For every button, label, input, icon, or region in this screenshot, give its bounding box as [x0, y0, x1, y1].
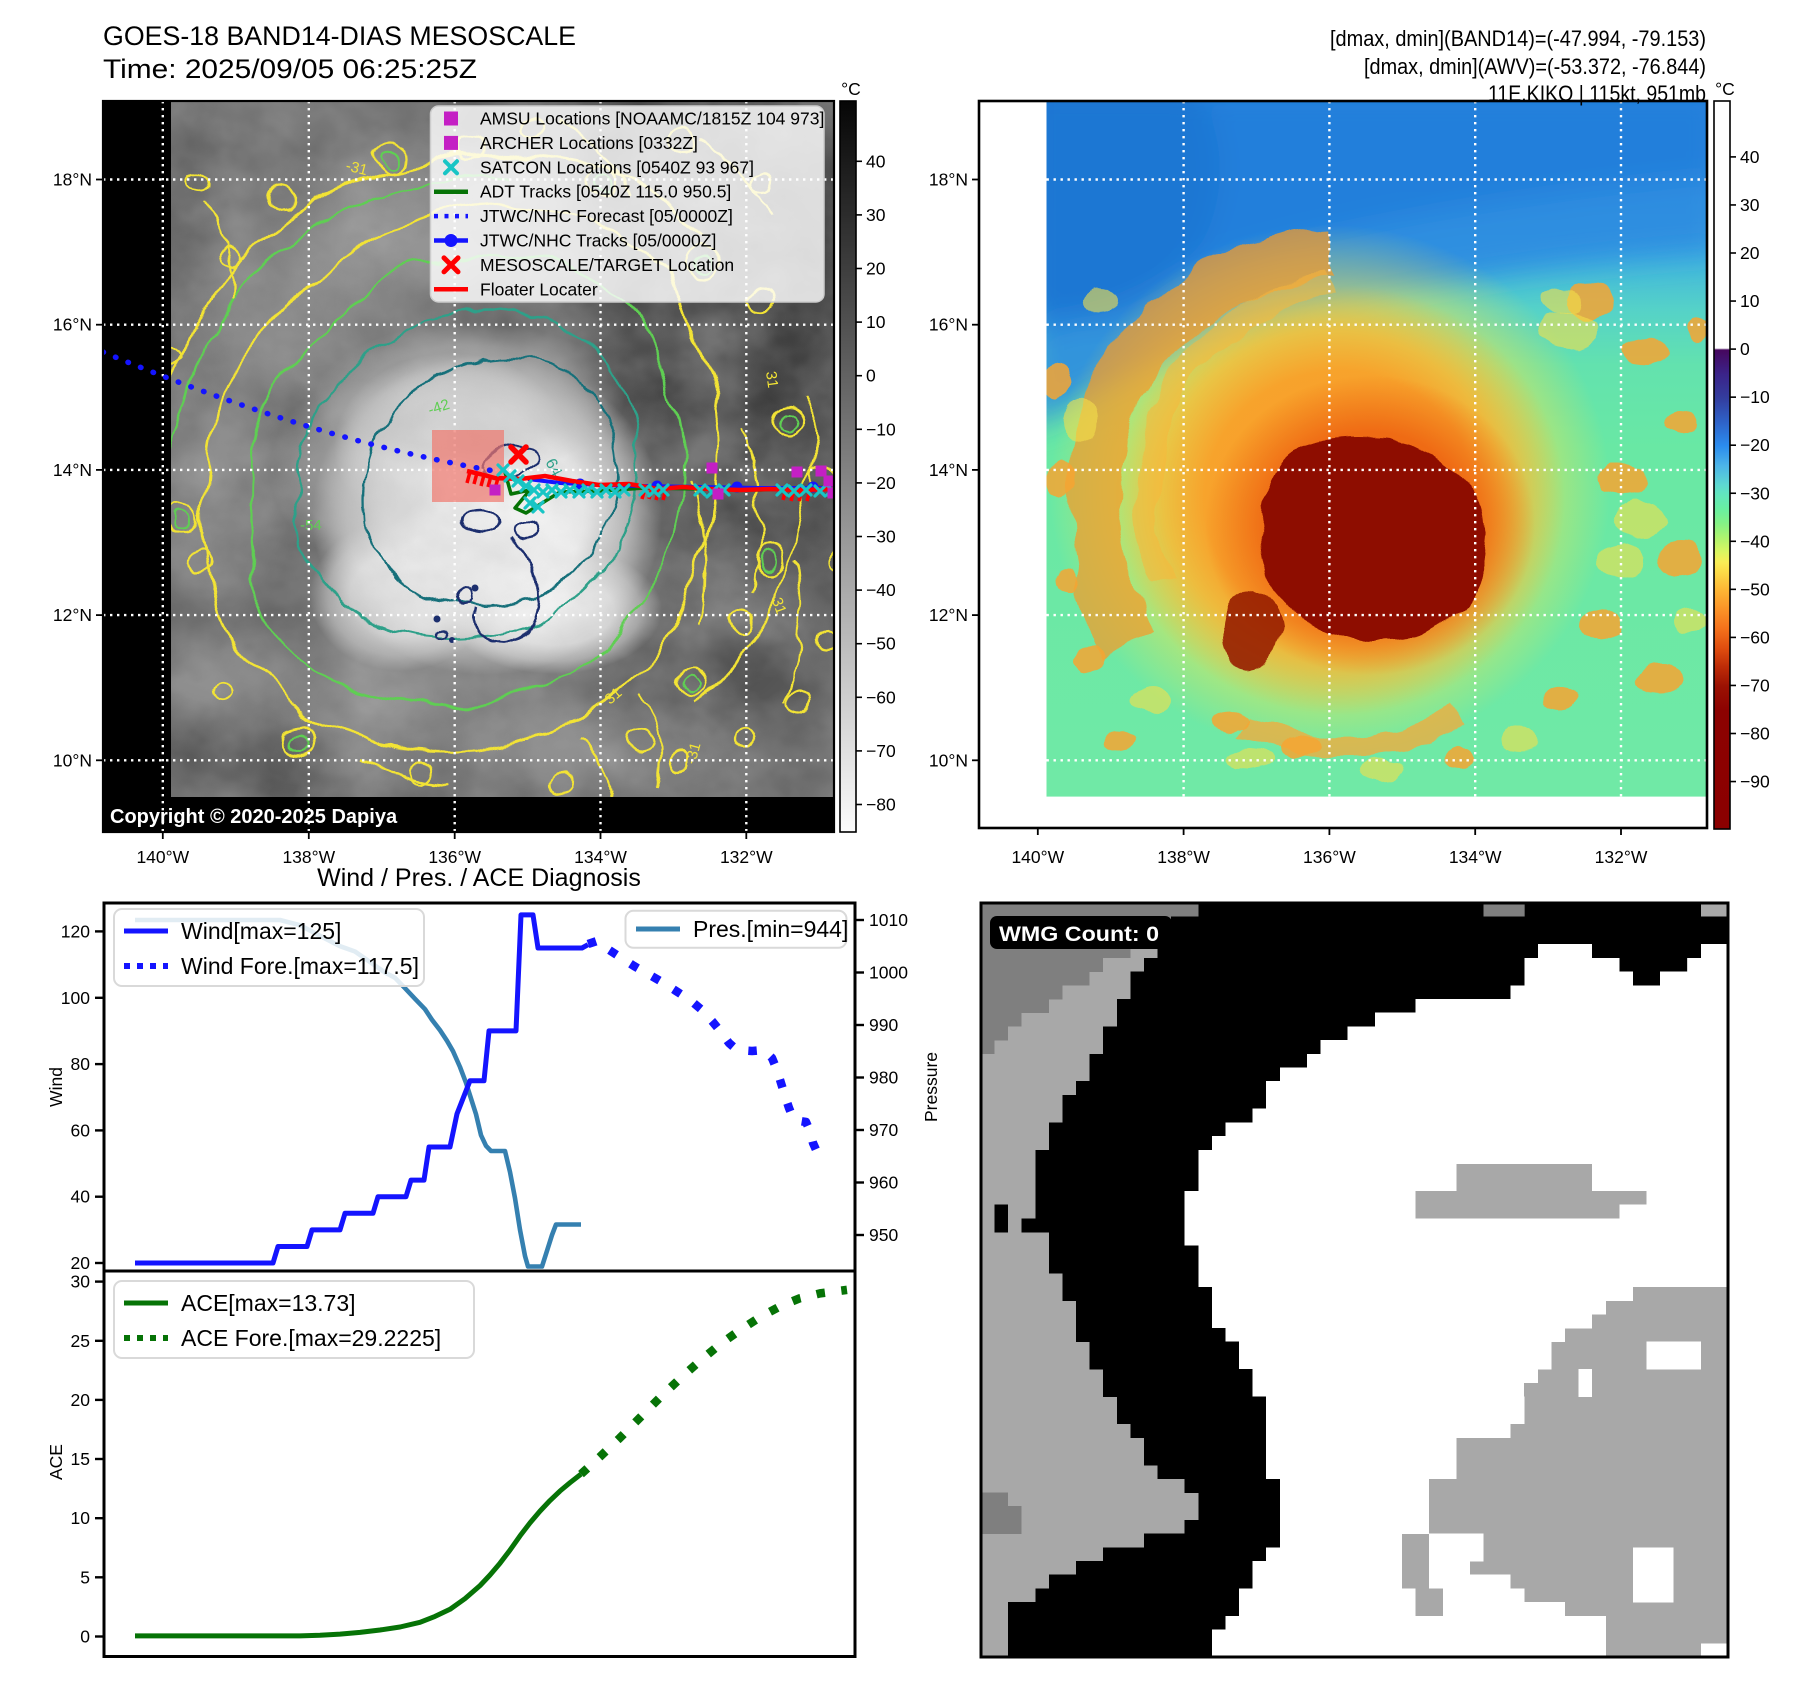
svg-text:64: 64 [541, 456, 564, 480]
svg-text:ACE Fore.[max=29.2225]: ACE Fore.[max=29.2225] [181, 1325, 441, 1351]
svg-text:0: 0 [866, 366, 876, 386]
svg-text:−20: −20 [1740, 435, 1770, 455]
svg-text:Pressure: Pressure [921, 1052, 941, 1122]
svg-text:20: 20 [71, 1390, 91, 1410]
svg-text:10: 10 [71, 1508, 91, 1528]
svg-text:132°W: 132°W [720, 847, 773, 867]
svg-text:11E.KIKO | 115kt, 951mb: 11E.KIKO | 115kt, 951mb [1488, 81, 1706, 106]
svg-text:−30: −30 [1740, 483, 1770, 503]
svg-text:[dmax, dmin](AWV)=(-53.372, -7: [dmax, dmin](AWV)=(-53.372, -76.844) [1364, 54, 1706, 79]
svg-text:°C: °C [1715, 79, 1735, 99]
svg-text:10: 10 [866, 312, 886, 332]
svg-text:950: 950 [869, 1225, 898, 1245]
svg-text:30: 30 [1740, 195, 1760, 215]
svg-text:MESOSCALE/TARGET Location: MESOSCALE/TARGET Location [480, 255, 734, 275]
svg-text:−10: −10 [1740, 387, 1770, 407]
svg-text:GOES-18 BAND14-DIAS MESOSCALE: GOES-18 BAND14-DIAS MESOSCALE [103, 21, 576, 51]
svg-text:−40: −40 [1740, 531, 1770, 551]
svg-text:[dmax, dmin](BAND14)=(-47.994,: [dmax, dmin](BAND14)=(-47.994, -79.153) [1330, 26, 1706, 51]
svg-text:AMSU Locations [NOAAMC/1815Z 1: AMSU Locations [NOAAMC/1815Z 104 973] [480, 109, 824, 129]
svg-text:ACE[max=13.73]: ACE[max=13.73] [181, 1290, 356, 1316]
svg-text:-54: -54 [300, 517, 322, 534]
svg-text:10: 10 [1740, 291, 1760, 311]
svg-text:18°N: 18°N [929, 170, 968, 190]
svg-text:10°N: 10°N [929, 750, 968, 770]
svg-text:−50: −50 [866, 634, 896, 654]
svg-text:30: 30 [71, 1272, 91, 1292]
svg-text:−50: −50 [1740, 579, 1770, 599]
svg-text:120: 120 [61, 921, 90, 941]
svg-text:-31: -31 [344, 157, 369, 179]
svg-text:−10: −10 [866, 419, 896, 439]
svg-text:16°N: 16°N [929, 315, 968, 335]
svg-text:16°N: 16°N [53, 315, 92, 335]
svg-text:14°N: 14°N [929, 460, 968, 480]
svg-text:−30: −30 [866, 527, 896, 547]
svg-text:138°W: 138°W [282, 847, 335, 867]
svg-text:134°W: 134°W [1449, 847, 1502, 867]
svg-text:Wind: Wind [46, 1067, 66, 1107]
svg-text:100: 100 [61, 988, 90, 1008]
svg-text:JTWC/NHC Tracks [05/0000Z]: JTWC/NHC Tracks [05/0000Z] [480, 231, 716, 251]
svg-text:−70: −70 [1740, 675, 1770, 695]
svg-text:25: 25 [71, 1331, 90, 1351]
svg-text:°C: °C [841, 79, 861, 99]
svg-text:WMG Count: 0: WMG Count: 0 [999, 922, 1159, 946]
svg-text:1000: 1000 [869, 963, 908, 983]
svg-text:Pres.[min=944]: Pres.[min=944] [693, 916, 848, 942]
svg-text:960: 960 [869, 1173, 898, 1193]
svg-text:−60: −60 [1740, 627, 1770, 647]
svg-text:18°N: 18°N [53, 170, 92, 190]
svg-text:20: 20 [1740, 243, 1760, 263]
svg-text:Wind[max=125]: Wind[max=125] [181, 918, 341, 944]
svg-text:−80: −80 [866, 795, 896, 815]
svg-text:Time: 2025/09/05 06:25:25Z: Time: 2025/09/05 06:25:25Z [103, 54, 477, 84]
svg-text:136°W: 136°W [1303, 847, 1356, 867]
svg-text:ADT Tracks [0540Z 115.0 950.5]: ADT Tracks [0540Z 115.0 950.5] [480, 182, 731, 202]
svg-text:990: 990 [869, 1015, 898, 1035]
svg-text:14°N: 14°N [53, 460, 92, 480]
svg-text:ARCHER Locations [0332Z]: ARCHER Locations [0332Z] [480, 133, 698, 153]
svg-text:132°W: 132°W [1595, 847, 1648, 867]
svg-text:15: 15 [71, 1449, 90, 1469]
svg-text:0: 0 [80, 1627, 90, 1647]
svg-text:12°N: 12°N [53, 605, 92, 625]
svg-text:980: 980 [869, 1068, 898, 1088]
svg-text:SATCON Locations [0540Z 93 967: SATCON Locations [0540Z 93 967] [480, 157, 754, 177]
svg-text:0: 0 [1740, 339, 1750, 359]
svg-text:−40: −40 [866, 580, 896, 600]
svg-text:20: 20 [71, 1253, 91, 1273]
svg-text:20: 20 [866, 259, 886, 279]
svg-text:Copyright © 2020-2025 Dapiya: Copyright © 2020-2025 Dapiya [110, 806, 398, 828]
svg-text:60: 60 [71, 1120, 91, 1140]
svg-text:134°W: 134°W [574, 847, 627, 867]
svg-text:−60: −60 [866, 687, 896, 707]
svg-text:80: 80 [71, 1054, 91, 1074]
svg-text:136°W: 136°W [428, 847, 481, 867]
svg-text:JTWC/NHC Forecast [05/0000Z]: JTWC/NHC Forecast [05/0000Z] [480, 206, 733, 226]
svg-text:ACE: ACE [46, 1444, 66, 1480]
svg-text:Wind / Pres. / ACE Diagnosis: Wind / Pres. / ACE Diagnosis [317, 864, 641, 892]
svg-text:−20: −20 [866, 473, 896, 493]
svg-text:-31: -31 [766, 591, 789, 617]
svg-text:5: 5 [80, 1567, 90, 1587]
svg-text:−70: −70 [866, 741, 896, 761]
svg-text:10°N: 10°N [53, 750, 92, 770]
svg-text:140°W: 140°W [1011, 847, 1064, 867]
svg-text:30: 30 [866, 205, 886, 225]
svg-text:40: 40 [866, 151, 886, 171]
svg-text:−80: −80 [1740, 724, 1770, 744]
svg-text:40: 40 [1740, 147, 1760, 167]
svg-text:12°N: 12°N [929, 605, 968, 625]
svg-text:970: 970 [869, 1120, 898, 1140]
svg-text:Wind Fore.[max=117.5]: Wind Fore.[max=117.5] [181, 953, 419, 979]
svg-text:−90: −90 [1740, 772, 1770, 792]
svg-text:-42: -42 [426, 396, 452, 419]
svg-text:140°W: 140°W [136, 847, 189, 867]
svg-text:31: 31 [762, 370, 781, 389]
svg-text:40: 40 [71, 1187, 91, 1207]
svg-text:Floater Locater: Floater Locater [480, 279, 598, 299]
svg-text:1010: 1010 [869, 910, 908, 930]
svg-text:138°W: 138°W [1157, 847, 1210, 867]
